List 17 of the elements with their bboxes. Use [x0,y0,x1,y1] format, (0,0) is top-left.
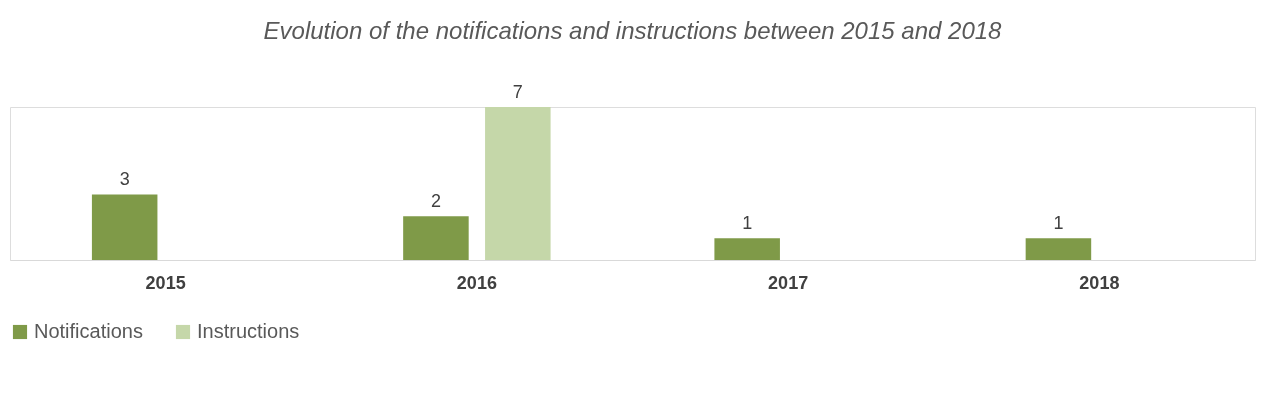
legend-label: Notifications [34,320,143,342]
bar [485,107,551,260]
bar [403,216,469,260]
bar [714,238,780,260]
data-label: 2 [430,191,441,212]
data-label: 1 [1053,213,1064,234]
x-tick-label: 2015 [145,272,186,293]
data-label: 1 [742,213,753,234]
data-label: 3 [119,169,130,190]
x-tick-label: 2018 [1079,272,1120,293]
bar [1025,238,1092,260]
x-tick-label: 2016 [456,272,497,293]
bar [91,194,158,260]
x-tick-label: 2017 [768,272,809,293]
chart-title: Evolution of the notifications and instructions between 2015 and 2018 [263,17,1003,44]
data-label: 7 [512,82,523,102]
legend-label: Instructions [197,320,300,342]
